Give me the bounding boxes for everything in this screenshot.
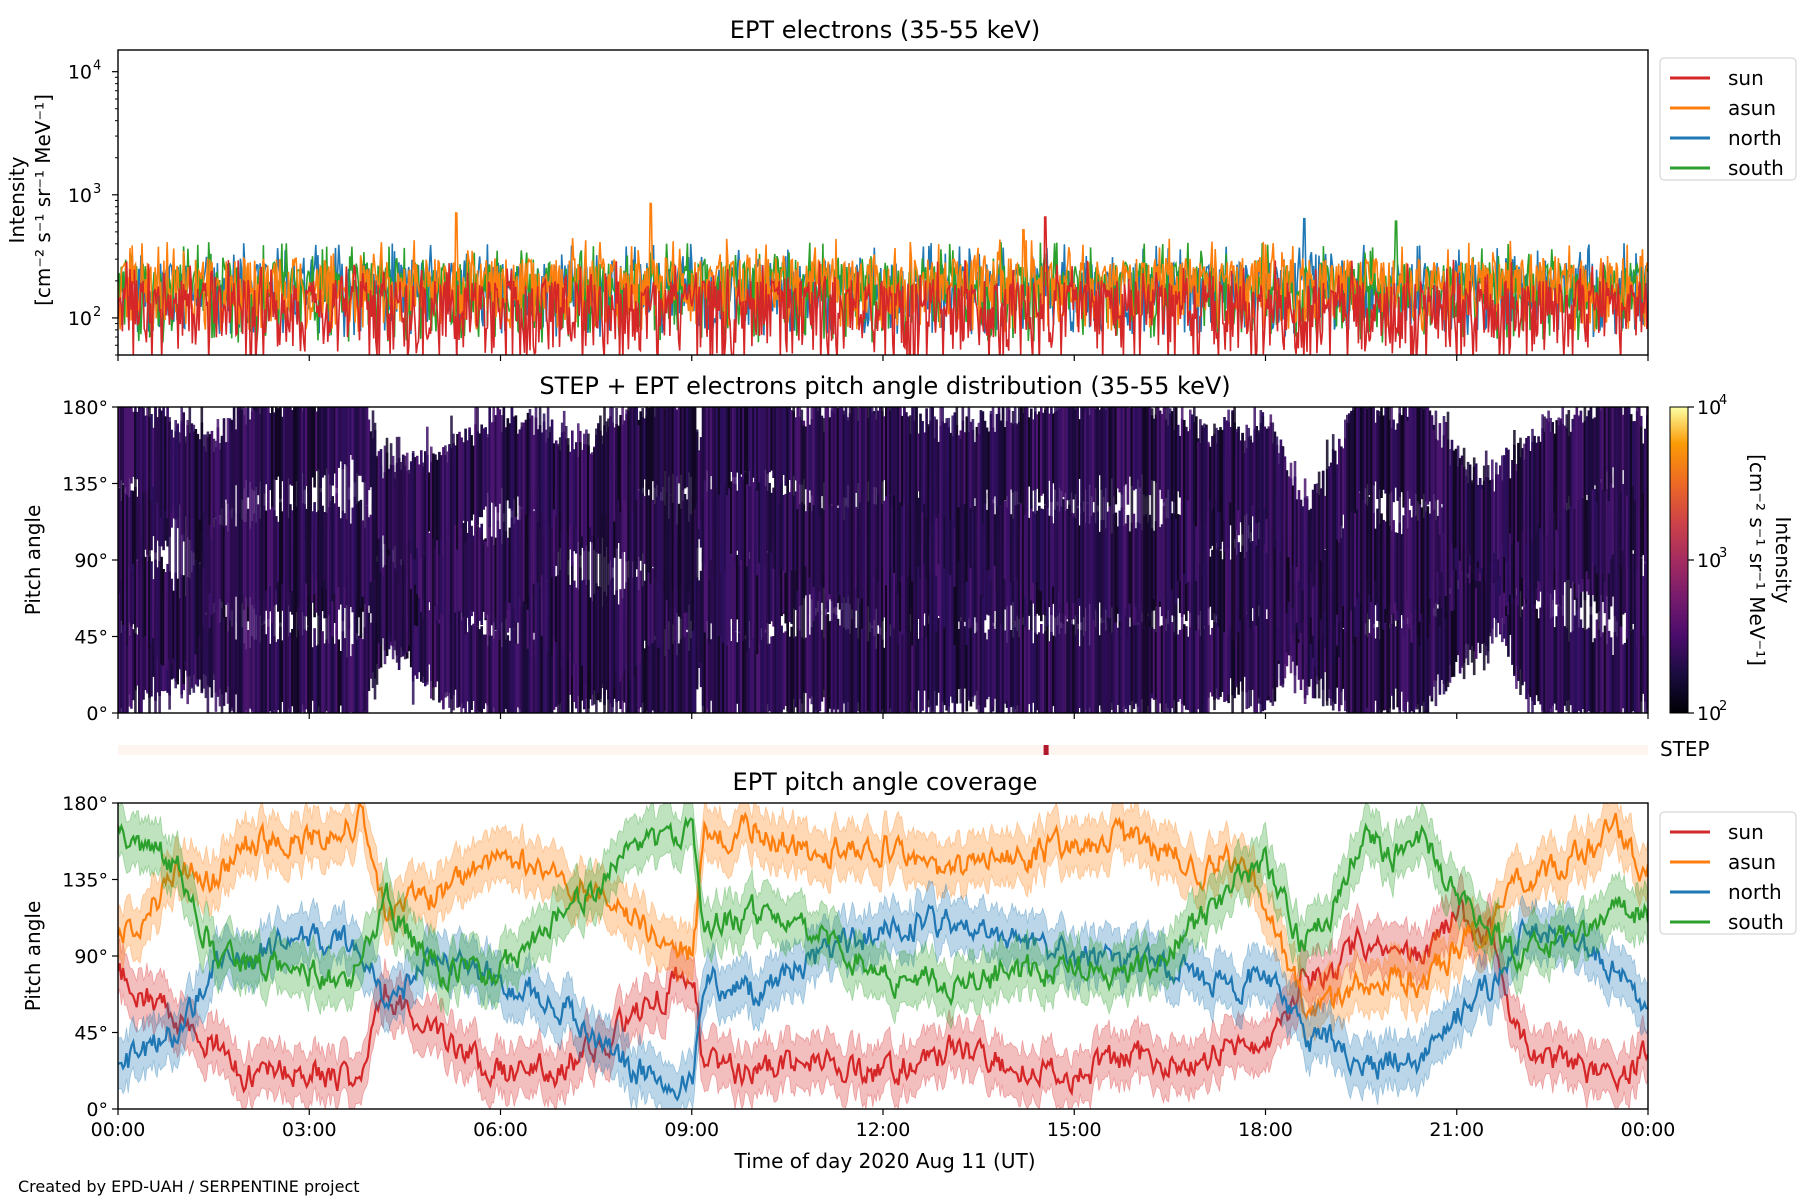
panel1-ylabel-line1: Intensity <box>5 156 29 243</box>
panel3-x-ticks: 00:00 03:00 06:00 09:00 12:00 15:00 18:00 21:00… <box>91 1109 1676 1141</box>
y-tick-exponent: 2 <box>93 305 101 320</box>
y-tick-exponent: 4 <box>93 59 101 74</box>
x-tick-label: 00:00 <box>1621 1119 1676 1141</box>
y-tick-label: 45° <box>74 1023 108 1045</box>
south-legend-label: south <box>1728 156 1784 180</box>
y-tick-label: 90° <box>74 550 108 572</box>
asun-coverage-line <box>118 803 1648 1021</box>
south-coverage-line <box>118 815 1648 1007</box>
x-tick-label: 06:00 <box>473 1119 528 1141</box>
colorbar-tick-label: 10 <box>1697 703 1721 725</box>
x-tick-label: 18:00 <box>1238 1119 1293 1141</box>
legend-box <box>1659 57 1797 181</box>
y-tick-label: 10 <box>68 308 92 330</box>
asun-legend-label: asun <box>1728 850 1776 874</box>
x-tick-label: 15:00 <box>1047 1119 1102 1141</box>
y-tick-label: 0° <box>86 1099 108 1121</box>
panel1-legend: sun asun north south <box>1659 57 1797 181</box>
x-tick-label: 03:00 <box>282 1119 337 1141</box>
step-strip <box>118 745 1648 755</box>
colorbar-label-line1: Intensity <box>1771 516 1795 603</box>
y-tick-label: 90° <box>74 946 108 968</box>
panel3-plot-area <box>118 803 1648 1109</box>
panel2-heatmap <box>118 407 1648 713</box>
x-tick-label: 00:00 <box>91 1119 146 1141</box>
panel2-x-ticks <box>117 713 1649 719</box>
colorbar-tick-exponent: 3 <box>1719 546 1727 561</box>
asun-legend-label: asun <box>1728 96 1776 120</box>
y-tick-label: 135° <box>62 870 108 892</box>
panel3-title: EPT pitch angle coverage <box>733 768 1038 796</box>
asun-coverage-band <box>118 803 1648 1044</box>
panel2-ylabel: Pitch angle <box>21 505 45 616</box>
y-tick-exponent: 3 <box>93 182 101 197</box>
panel3-ylabel: Pitch angle <box>21 901 45 1012</box>
sun-intensity-series <box>118 216 1648 355</box>
step-label: STEP <box>1660 737 1710 761</box>
panel1-ylabel-line2: [cm⁻² s⁻¹ sr⁻¹ MeV⁻¹] <box>31 94 55 306</box>
panel1-x-ticks <box>117 355 1649 361</box>
panel1-plot-area <box>118 202 1648 355</box>
y-tick-label: 180° <box>62 793 108 815</box>
colorbar-tick-exponent: 2 <box>1719 699 1727 714</box>
heatmap-cells <box>118 407 1648 713</box>
y-tick-label: 180° <box>62 397 108 419</box>
colorbar-tick-exponent: 4 <box>1719 393 1727 408</box>
y-tick-label: 45° <box>74 627 108 649</box>
sun-legend-label: sun <box>1728 820 1764 844</box>
y-tick-label: 10 <box>68 185 92 207</box>
sun-legend-label: sun <box>1728 66 1764 90</box>
x-tick-label: 12:00 <box>856 1119 911 1141</box>
colorbar-tick-label: 10 <box>1697 550 1721 572</box>
north-legend-label: north <box>1728 126 1782 150</box>
panel3-legend: sun asun north south <box>1659 811 1797 935</box>
x-axis-label: Time of day 2020 Aug 11 (UT) <box>733 1149 1035 1173</box>
panel2-y-ticks: 0° 45° 90° 135° 180° <box>62 397 118 725</box>
credit-text: Created by EPD-UAH / SERPENTINE project <box>18 1177 360 1196</box>
y-tick-label: 0° <box>86 703 108 725</box>
y-tick-label: 135° <box>62 474 108 496</box>
north-legend-label: north <box>1728 880 1782 904</box>
colorbar <box>1669 406 1689 714</box>
panel1-title: EPT electrons (35-55 keV) <box>730 16 1040 44</box>
panel3-y-ticks: 0° 45° 90° 135° 180° <box>62 793 118 1121</box>
x-tick-label: 09:00 <box>664 1119 719 1141</box>
step-event-mark <box>1043 745 1049 755</box>
south-legend-label: south <box>1728 910 1784 934</box>
sun-coverage-line <box>118 895 1648 1097</box>
north-coverage-line <box>118 903 1648 1102</box>
panel2-title: STEP + EPT electrons pitch angle distrib… <box>539 372 1230 400</box>
y-tick-label: 10 <box>68 62 92 84</box>
colorbar-label-line2: [cm⁻² s⁻¹ sr⁻¹ MeV⁻¹] <box>1745 454 1769 666</box>
x-tick-label: 21:00 <box>1429 1119 1484 1141</box>
legend-box <box>1659 811 1797 935</box>
colorbar-tick-label: 10 <box>1697 397 1721 419</box>
south-coverage-band <box>118 803 1648 1031</box>
